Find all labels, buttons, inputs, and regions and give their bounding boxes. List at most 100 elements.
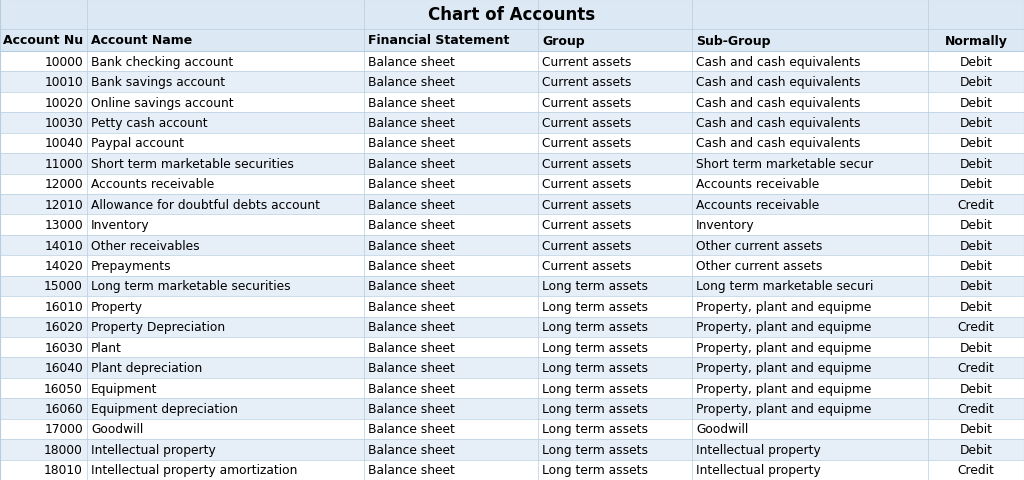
Text: 15000: 15000 xyxy=(44,280,83,293)
Text: Balance sheet: Balance sheet xyxy=(368,219,455,232)
Text: Debit: Debit xyxy=(959,260,992,273)
Text: 11000: 11000 xyxy=(44,157,83,170)
Text: 16020: 16020 xyxy=(44,321,83,334)
Bar xyxy=(0,378,1024,398)
Text: Group: Group xyxy=(542,35,585,48)
Bar xyxy=(0,256,1024,276)
Text: Property, plant and equipme: Property, plant and equipme xyxy=(696,361,871,374)
Text: Debit: Debit xyxy=(959,76,992,89)
Text: 10000: 10000 xyxy=(44,56,83,69)
Text: Account Nu: Account Nu xyxy=(3,35,83,48)
Text: Current assets: Current assets xyxy=(542,239,632,252)
Text: Cash and cash equivalents: Cash and cash equivalents xyxy=(696,56,860,69)
Text: Plant depreciation: Plant depreciation xyxy=(91,361,203,374)
Text: Current assets: Current assets xyxy=(542,96,632,109)
Text: Long term assets: Long term assets xyxy=(542,402,648,415)
Text: Property, plant and equipme: Property, plant and equipme xyxy=(696,402,871,415)
Text: 14020: 14020 xyxy=(44,260,83,273)
Text: Intellectual property: Intellectual property xyxy=(696,443,821,456)
Text: Sub-Group: Sub-Group xyxy=(696,35,770,48)
Text: Balance sheet: Balance sheet xyxy=(368,443,455,456)
Text: 12000: 12000 xyxy=(44,178,83,191)
Text: Balance sheet: Balance sheet xyxy=(368,239,455,252)
Text: Long term assets: Long term assets xyxy=(542,422,648,435)
Text: 12010: 12010 xyxy=(44,198,83,211)
Text: Balance sheet: Balance sheet xyxy=(368,382,455,395)
Text: Cash and cash equivalents: Cash and cash equivalents xyxy=(696,76,860,89)
Text: Debit: Debit xyxy=(959,443,992,456)
Text: Accounts receivable: Accounts receivable xyxy=(696,198,819,211)
Text: Current assets: Current assets xyxy=(542,76,632,89)
Text: Balance sheet: Balance sheet xyxy=(368,321,455,334)
Text: Balance sheet: Balance sheet xyxy=(368,341,455,354)
Text: Current assets: Current assets xyxy=(542,198,632,211)
Text: Goodwill: Goodwill xyxy=(696,422,749,435)
Text: Debit: Debit xyxy=(959,219,992,232)
Text: Long term assets: Long term assets xyxy=(542,300,648,313)
Text: Bank checking account: Bank checking account xyxy=(91,56,233,69)
Text: Current assets: Current assets xyxy=(542,157,632,170)
Bar xyxy=(0,215,1024,235)
Text: Equipment depreciation: Equipment depreciation xyxy=(91,402,238,415)
Text: Chart of Accounts: Chart of Accounts xyxy=(428,6,596,24)
Text: Bank savings account: Bank savings account xyxy=(91,76,225,89)
Text: Credit: Credit xyxy=(957,463,994,476)
Text: Long term assets: Long term assets xyxy=(542,341,648,354)
Text: Online savings account: Online savings account xyxy=(91,96,233,109)
Text: Other receivables: Other receivables xyxy=(91,239,200,252)
Text: Balance sheet: Balance sheet xyxy=(368,198,455,211)
Text: Inventory: Inventory xyxy=(91,219,150,232)
Text: 16030: 16030 xyxy=(44,341,83,354)
Text: Financial Statement: Financial Statement xyxy=(368,35,509,48)
Text: Long term assets: Long term assets xyxy=(542,361,648,374)
Text: Balance sheet: Balance sheet xyxy=(368,96,455,109)
Text: Property: Property xyxy=(91,300,143,313)
Text: Balance sheet: Balance sheet xyxy=(368,178,455,191)
Text: Current assets: Current assets xyxy=(542,117,632,130)
Text: Balance sheet: Balance sheet xyxy=(368,463,455,476)
Text: Current assets: Current assets xyxy=(542,260,632,273)
Text: Current assets: Current assets xyxy=(542,56,632,69)
Text: Debit: Debit xyxy=(959,382,992,395)
Text: Debit: Debit xyxy=(959,137,992,150)
Text: 10010: 10010 xyxy=(44,76,83,89)
Bar xyxy=(0,358,1024,378)
Bar xyxy=(0,133,1024,154)
Text: Account Name: Account Name xyxy=(91,35,193,48)
Text: 10030: 10030 xyxy=(44,117,83,130)
Text: Debit: Debit xyxy=(959,280,992,293)
Text: 16060: 16060 xyxy=(44,402,83,415)
Bar xyxy=(0,337,1024,358)
Text: Debit: Debit xyxy=(959,239,992,252)
Text: Property, plant and equipme: Property, plant and equipme xyxy=(696,321,871,334)
Text: Long term assets: Long term assets xyxy=(542,382,648,395)
Bar xyxy=(0,398,1024,419)
Bar xyxy=(0,154,1024,174)
Text: Balance sheet: Balance sheet xyxy=(368,56,455,69)
Text: Property, plant and equipme: Property, plant and equipme xyxy=(696,382,871,395)
Text: Balance sheet: Balance sheet xyxy=(368,260,455,273)
Bar xyxy=(0,52,1024,72)
Bar xyxy=(0,194,1024,215)
Bar xyxy=(0,419,1024,439)
Bar xyxy=(0,297,1024,317)
Text: Balance sheet: Balance sheet xyxy=(368,117,455,130)
Text: Debit: Debit xyxy=(959,422,992,435)
Text: Short term marketable secur: Short term marketable secur xyxy=(696,157,873,170)
Text: Petty cash account: Petty cash account xyxy=(91,117,208,130)
Text: Credit: Credit xyxy=(957,361,994,374)
Text: Accounts receivable: Accounts receivable xyxy=(91,178,214,191)
Text: Current assets: Current assets xyxy=(542,137,632,150)
Text: Debit: Debit xyxy=(959,117,992,130)
Bar xyxy=(0,72,1024,93)
Text: Balance sheet: Balance sheet xyxy=(368,402,455,415)
Text: 18010: 18010 xyxy=(44,463,83,476)
Text: Intellectual property amortization: Intellectual property amortization xyxy=(91,463,297,476)
Text: 10040: 10040 xyxy=(44,137,83,150)
Text: Balance sheet: Balance sheet xyxy=(368,361,455,374)
Text: 17000: 17000 xyxy=(44,422,83,435)
Text: Accounts receivable: Accounts receivable xyxy=(696,178,819,191)
Text: Inventory: Inventory xyxy=(696,219,755,232)
Text: Normally: Normally xyxy=(944,35,1008,48)
Text: Other current assets: Other current assets xyxy=(696,260,822,273)
